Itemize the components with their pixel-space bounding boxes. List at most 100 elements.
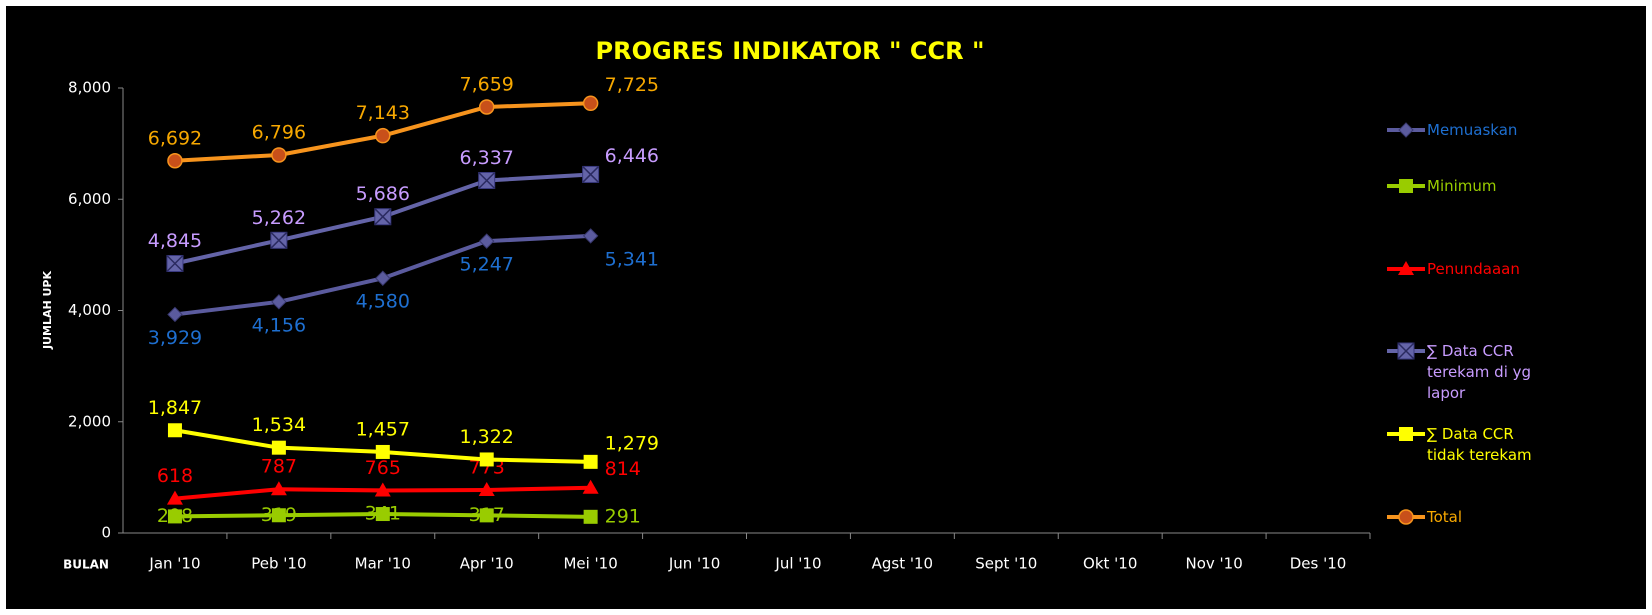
legend-label: ∑ Data CCR terekam di yg lapor [1427,342,1532,402]
marker-cross [478,171,496,190]
legend-label: Minimum [1427,177,1497,195]
x-axis-title: BULAN [63,558,109,572]
x-tick-label: Mar '10 [355,555,411,573]
legend-swatch [1387,261,1425,275]
data-label: 7,659 [460,73,514,95]
data-point [583,509,598,524]
data-label: 773 [469,457,505,479]
data-point [375,507,390,522]
marker-cross [582,165,600,183]
legend-marker [1399,179,1413,193]
data-label: 7,143 [356,102,410,124]
y-tick-label: 2,000 [68,412,111,430]
data-point [374,208,392,226]
data-label: 1,534 [252,414,306,436]
data-point [167,509,182,524]
x-tick-label: Jul '10 [774,555,821,573]
legend-item: ∑ Data CCR terekam di yg lapor [1385,341,1542,404]
data-point [582,479,599,494]
legend-item: Memuaskan [1385,120,1542,141]
x-tick-label: Peb '10 [251,555,306,573]
data-label: 765 [365,457,401,479]
data-label: 5,247 [460,254,514,276]
data-point [375,127,391,144]
data-point [478,99,495,115]
data-point [166,490,183,505]
data-point [271,147,287,163]
x-tick-label: Nov '10 [1185,555,1242,573]
legend-swatch [1387,509,1425,525]
data-point [270,231,288,249]
legend-label: ∑ Data CCR tidak terekam [1427,425,1532,464]
y-tick-label: 4,000 [68,301,111,319]
x-tick-label: Jun '10 [668,555,720,573]
x-tick-label: Apr '10 [460,555,514,573]
data-label: 5,686 [356,183,410,205]
data-label: 317 [469,504,505,526]
x-tick-label: Okt '10 [1083,555,1137,573]
marker-cross [1397,342,1415,360]
data-point [375,270,391,286]
data-point [375,444,390,459]
data-label: 1,457 [356,418,410,440]
data-label: 6,692 [148,127,202,149]
data-label: 618 [157,465,193,487]
legend-label: Total [1427,508,1463,526]
marker-cross [374,208,392,226]
legend-item: Total [1385,507,1542,528]
data-point [270,481,287,496]
data-point [167,306,183,323]
data-label: 4,156 [252,314,306,336]
legend-swatch [1387,179,1425,193]
legend-label: Memuaskan [1427,121,1518,139]
x-tick-label: Agst '10 [872,555,933,573]
data-point [478,171,496,190]
legend-item: Minimum [1385,176,1542,197]
data-label: 298 [157,505,193,527]
legend-marker [1398,509,1414,525]
data-label: 4,580 [356,291,410,313]
legend-item: ∑ Data CCR tidak terekam [1385,424,1542,466]
data-label: 4,845 [148,230,202,252]
legend-swatch [1387,342,1425,360]
legend-marker [1399,427,1413,441]
chart-title: PROGRES INDIKATOR " CCR " [596,37,985,65]
data-point [479,508,494,523]
data-point [167,423,182,438]
data-point [271,440,286,455]
data-label: 1,322 [460,426,514,448]
data-point [271,508,286,523]
legend: Memuaskan Minimum Penundaaan ∑ Data CCR ter… [1385,0,1555,615]
legend-marker [1397,342,1415,360]
data-label: 6,337 [460,147,514,169]
y-axis-title: JUMLAH UPK [41,271,54,351]
data-label: 6,796 [252,121,306,143]
data-label: 1,279 [605,432,659,454]
data-point [582,228,599,244]
marker-cross [166,254,184,273]
legend-marker [1398,122,1414,138]
x-tick-label: Sept '10 [975,555,1037,573]
data-point [582,95,599,112]
legend-label: Penundaaan [1427,260,1520,278]
data-label: 1,847 [148,397,202,419]
data-point [479,452,494,467]
data-label: 5,262 [252,207,306,229]
x-tick-label: Des '10 [1290,555,1347,573]
x-tick-label: Mei '10 [563,555,617,573]
y-tick-label: 8,000 [68,79,111,97]
data-point [479,233,495,249]
data-label: 3,929 [148,327,202,349]
data-point [166,254,184,273]
data-point [271,294,287,310]
data-label: 7,725 [605,74,659,96]
data-label: 787 [261,456,297,478]
legend-item: Penundaaan [1385,259,1542,280]
y-tick-label: 6,000 [68,190,111,208]
data-point [374,482,391,497]
data-point [582,165,600,183]
x-tick-label: Jan '10 [148,555,200,573]
data-point [583,454,598,469]
